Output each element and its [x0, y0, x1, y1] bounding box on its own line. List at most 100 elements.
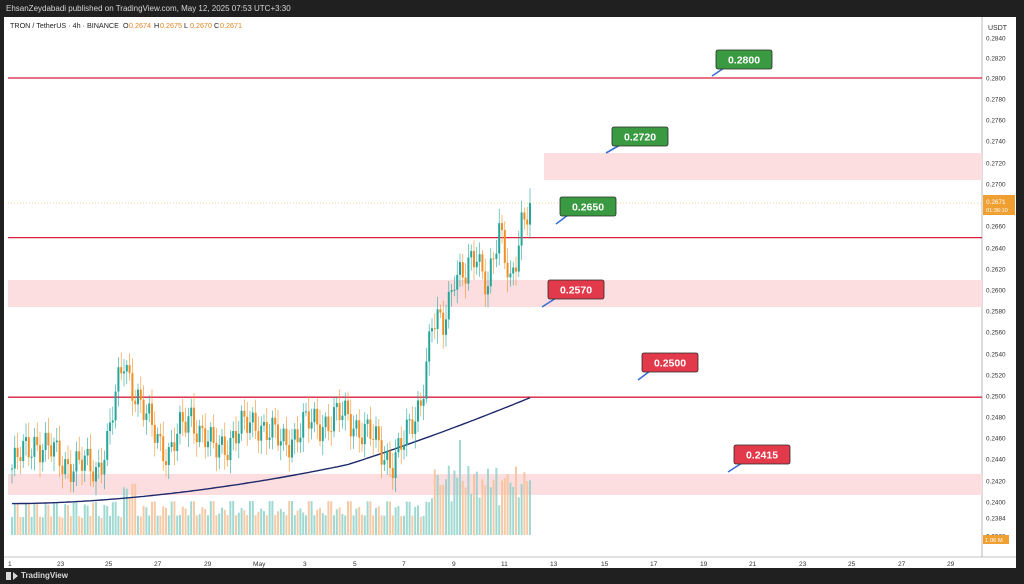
level-callout[interactable]	[547, 279, 605, 300]
volume-bar	[86, 505, 89, 535]
volume-bar	[212, 501, 215, 535]
time-axis[interactable]: 1 23 25 27 29 May 3 5 7 9 11 13 15 17 19 21 23 25 27 29	[8, 561, 955, 568]
candle-body	[58, 440, 61, 466]
legend-o-label: O	[123, 21, 129, 30]
candle-body	[120, 367, 123, 374]
candle-body	[251, 412, 254, 423]
volume-bar	[271, 501, 274, 535]
tradingview-brand: TradingView	[21, 571, 68, 580]
candle-body	[405, 419, 408, 446]
price-tick: 0.2600	[986, 288, 1006, 295]
time-label: 7	[402, 561, 406, 568]
candle-body	[302, 412, 305, 438]
level-callout[interactable]	[559, 196, 617, 217]
candle-body	[433, 328, 436, 330]
legend-o-value: 0.2674	[129, 21, 151, 30]
candle-body	[456, 274, 459, 290]
volume-bar	[67, 505, 69, 535]
price-tick: 0.2540	[986, 352, 1006, 359]
candle-body	[265, 422, 268, 441]
candle-body	[475, 261, 478, 268]
volume-bar	[335, 509, 338, 535]
chart-area[interactable]: 0.2800 0.2720 0.2650 0.2570 0.2500 0.2415 TRO…	[4, 17, 1016, 570]
volume-bar	[114, 501, 117, 535]
volume-bar	[109, 515, 111, 535]
tradingview-logo[interactable]: TradingView	[6, 571, 68, 580]
candle-body	[92, 471, 95, 482]
candle-body	[307, 411, 310, 429]
volume-bar	[389, 501, 391, 535]
volume-bar	[50, 516, 53, 535]
candle-body	[369, 419, 372, 439]
volume-bar	[97, 516, 100, 535]
volume-bar	[377, 506, 380, 535]
volume-bar	[240, 508, 243, 535]
volume-bar	[268, 501, 271, 535]
candle-body	[151, 403, 153, 425]
candle-body	[330, 431, 333, 433]
volume-bar	[151, 501, 153, 535]
time-label: 25	[848, 561, 856, 568]
candle-body	[394, 452, 397, 479]
volume-bar	[484, 485, 487, 535]
volume-bar	[243, 510, 246, 535]
volume-bar	[111, 502, 114, 535]
volume-bar	[352, 515, 355, 535]
legend-symbol: TRON / TetherUS · 4h · BINANCE	[10, 21, 119, 30]
candle-body	[389, 450, 391, 468]
candle-body	[207, 441, 209, 448]
candle-body	[366, 419, 369, 424]
price-axis[interactable]: USDT 0.2840 0.2820 0.2800 0.2780 0.2760 0.274…	[983, 25, 1015, 544]
candle-body	[501, 223, 503, 231]
candle-body	[509, 273, 512, 278]
volume-bar	[139, 516, 142, 535]
candle-body	[391, 467, 394, 479]
candle-body	[324, 416, 327, 428]
candle-body	[372, 438, 375, 440]
candle-body	[209, 427, 212, 442]
level-callout[interactable]	[733, 444, 791, 465]
price-tick: 0.2480	[986, 415, 1006, 422]
price-chart[interactable]: 0.2800 0.2720 0.2650 0.2570 0.2500 0.2415 TRO…	[4, 17, 1016, 570]
callout-pointer	[541, 297, 557, 308]
candle-body	[55, 440, 58, 443]
level-callout-label: 0.2800	[728, 55, 760, 67]
volume-bar	[408, 501, 411, 535]
time-label: 29	[947, 561, 955, 568]
candle-body	[187, 416, 190, 433]
candle-body	[95, 467, 97, 482]
volume-bar	[128, 497, 131, 535]
candle-body	[145, 413, 148, 420]
volume-bar	[447, 465, 450, 535]
candle-body	[467, 257, 470, 284]
volume-bar	[198, 514, 201, 535]
price-tick: 0.2500	[986, 394, 1006, 401]
volume-bar	[330, 501, 333, 535]
volume-bar	[221, 507, 223, 535]
volume-bar	[313, 515, 316, 535]
volume-bar	[470, 493, 473, 535]
price-tick: 0.2760	[986, 118, 1006, 125]
level-callout[interactable]	[715, 49, 773, 70]
volume-bar	[397, 505, 400, 535]
volume-bar	[400, 516, 403, 535]
volume-bar	[11, 517, 13, 535]
candle-body	[277, 424, 279, 446]
time-label: 13	[550, 561, 558, 568]
volume-bar	[22, 517, 25, 535]
volume-bar	[223, 509, 226, 535]
level-callout[interactable]	[611, 126, 669, 147]
volume-bar	[13, 503, 16, 535]
volume-bar	[61, 517, 64, 535]
candle-body	[321, 427, 324, 442]
candle-body	[257, 430, 260, 441]
candle-body	[198, 425, 201, 443]
candle-body	[30, 456, 33, 458]
candle-body	[153, 424, 156, 443]
volume-bar	[246, 515, 249, 535]
level-callout[interactable]	[641, 352, 699, 373]
candle-body	[89, 448, 92, 472]
candle-body	[165, 461, 167, 466]
volume-bar	[120, 517, 123, 535]
candle-body	[335, 403, 338, 408]
